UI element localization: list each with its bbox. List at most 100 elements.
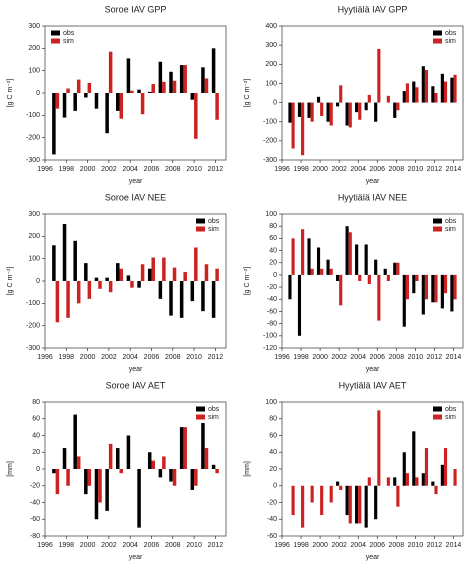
y-tick-label: 0 [36,278,40,285]
y-tick-label: 200 [28,45,40,52]
y-tick-label: -60 [267,308,277,315]
bar [348,232,352,275]
bar [310,102,314,122]
bar [169,281,173,316]
bar [374,485,378,520]
x-tick-label: 2010 [186,354,202,361]
x-tick-label: 2008 [389,542,405,549]
y-tick-label: 60 [269,432,277,439]
bar [415,477,419,486]
bar [440,464,444,486]
bar [116,263,120,281]
y-tick-label: 0 [273,483,277,490]
y-tick-label: 300 [28,211,40,218]
bar [396,262,400,275]
chart-title: Soroe IAV NEE [105,192,166,202]
y-tick-label: -200 [263,138,277,145]
legend-swatch [51,38,60,44]
legend-label: obs [208,406,220,413]
bar [84,469,88,495]
bar [119,469,124,474]
bar [183,272,187,281]
bar [440,73,444,103]
bar [169,469,173,482]
bar [162,81,166,93]
y-axis-label: [g C m⁻²] [244,79,251,108]
bar [301,485,305,528]
bar [94,93,99,109]
bar [367,477,371,486]
bar [386,477,390,486]
plot-frame [281,25,464,161]
y-tick-label: 40 [269,449,277,456]
x-tick-label: 1998 [59,166,75,173]
x-axis-label: year [129,178,143,185]
bar [194,469,198,486]
bar [183,427,187,469]
bar [443,274,448,294]
y-tick-label: 0 [273,272,277,279]
bar [108,443,113,469]
bar [211,464,216,469]
x-tick-label: 2002 [101,542,117,549]
x-tick-label: 2008 [165,166,181,173]
x-tick-label: 2006 [144,354,160,361]
y-tick-label: -20 [267,499,277,506]
x-tick-label: 2004 [122,354,138,361]
x-tick-label: 2004 [350,354,366,361]
x-tick-label: 2008 [389,166,405,173]
bar [190,281,195,302]
x-tick-label: 2012 [427,542,443,549]
bar [98,281,102,289]
x-tick-label: 2010 [408,354,424,361]
bar [94,469,99,520]
bar [137,469,141,528]
bar [84,263,88,281]
bar [87,281,92,299]
x-axis-label: year [366,366,380,373]
x-tick-label: 2014 [446,354,462,361]
bar [320,102,324,116]
x-tick-label: 2004 [122,542,138,549]
y-tick-label: -120 [263,345,277,352]
bar [66,281,70,318]
bar [179,281,184,318]
bar [367,94,371,103]
bar [310,268,314,275]
bar [453,274,457,300]
bar [339,274,343,306]
y-tick-label: 60 [269,235,277,242]
y-tick-label: -40 [30,499,40,506]
legend-label: sim [445,414,456,421]
bar [179,427,184,469]
legend-label: obs [445,218,457,225]
y-tick-label: -300 [26,157,40,164]
legend-label: sim [445,38,456,45]
chart-title: Soroe IAV AET [106,380,166,390]
bar [66,469,70,486]
bar [377,274,381,321]
bar [450,77,454,103]
x-tick-label: 2002 [101,166,117,173]
bar [291,238,295,275]
bar [76,281,81,304]
bar [215,93,219,120]
bar [190,469,195,490]
bar [412,274,416,294]
bar [151,257,155,281]
y-tick-label: -80 [267,320,277,327]
bar [52,93,56,155]
bar [336,481,340,486]
bar [301,229,305,275]
bar [450,274,454,312]
bar [431,274,435,303]
chart-title: Hyytiälä IAV NEE [338,192,407,202]
y-tick-label: 100 [265,80,277,87]
bar [320,485,324,516]
y-tick-label: 60 [32,416,40,423]
bar [172,80,177,93]
x-tick-label: 2002 [331,354,347,361]
x-tick-label: 1996 [274,542,290,549]
y-tick-label: -60 [267,533,277,540]
bar [108,51,113,93]
